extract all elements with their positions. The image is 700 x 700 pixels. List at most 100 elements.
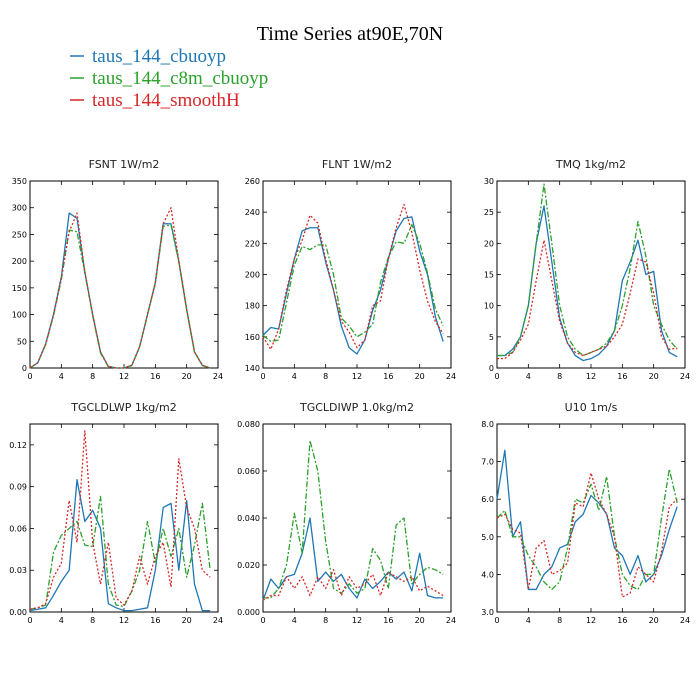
series-line-0 xyxy=(262,216,444,355)
y-tick-label: 5.0 xyxy=(481,533,494,542)
y-tick-label: 0.03 xyxy=(9,566,27,575)
x-tick-label: 20 xyxy=(182,616,192,625)
x-tick-label: 8 xyxy=(90,616,95,625)
panel-title: FSNT 1W/m2 xyxy=(89,158,160,171)
x-tick-label: 4 xyxy=(526,372,531,381)
x-tick-label: 24 xyxy=(446,372,456,381)
y-tick-label: 6.0 xyxy=(481,495,494,504)
legend-entry-2: taus_144_smoothH xyxy=(70,90,240,111)
x-tick-label: 24 xyxy=(213,616,223,625)
y-tick-label: 160 xyxy=(245,333,260,342)
x-tick-label: 20 xyxy=(649,372,659,381)
x-tick-label: 20 xyxy=(182,372,192,381)
y-tick-label: 25 xyxy=(484,208,494,217)
y-tick-label: 140 xyxy=(245,364,260,373)
panel-title: U10 1m/s xyxy=(565,401,618,414)
x-tick-label: 24 xyxy=(213,372,223,381)
x-tick-label: 20 xyxy=(649,616,659,625)
y-tick-label: 0.06 xyxy=(9,524,27,533)
chart-panel-3: TGCLDLWP 1kg/m2 0.00 0.03 0.06 0.09 0.12 0 4 8 12… xyxy=(9,401,223,625)
series-line-2 xyxy=(497,239,678,360)
y-tick-label: 0.00 xyxy=(9,608,27,617)
y-tick-label: 20 xyxy=(484,239,494,248)
x-tick-label: 20 xyxy=(415,372,425,381)
chart-panel-1: FLNT 1W/m2 140 160 180 200 220 240 260 0 4 8 12 16 20… xyxy=(245,158,456,381)
panel-title: FLNT 1W/m2 xyxy=(322,158,392,171)
x-tick-label: 4 xyxy=(292,616,297,625)
panel-title: TGCLDIWP 1.0kg/m2 xyxy=(299,401,414,414)
x-tick-label: 8 xyxy=(323,616,328,625)
x-tick-label: 4 xyxy=(526,616,531,625)
x-tick-label: 8 xyxy=(90,372,95,381)
x-tick-label: 8 xyxy=(557,372,562,381)
x-tick-label: 12 xyxy=(119,616,129,625)
y-tick-label: 0.060 xyxy=(237,467,260,476)
y-tick-label: 0 xyxy=(22,364,27,373)
y-tick-label: 250 xyxy=(12,230,27,239)
x-tick-label: 12 xyxy=(119,372,129,381)
y-tick-label: 180 xyxy=(245,302,260,311)
series-line-2 xyxy=(29,207,211,369)
y-tick-label: 8.0 xyxy=(481,420,494,429)
series-line-2 xyxy=(262,569,444,601)
x-tick-label: 16 xyxy=(150,372,160,381)
chart-panel-0: FSNT 1W/m2 0 50 100 150 200 250 300 350 0 4 8 12 16 20… xyxy=(12,158,223,381)
chart-panel-2: TMQ 1kg/m2 0 5 10 15 20 25 30 0 4 8 12 16 20 24 xyxy=(484,158,690,381)
x-tick-label: 16 xyxy=(617,616,627,625)
legend-label-0: taus_144_cbuoyp xyxy=(92,46,226,67)
x-tick-label: 20 xyxy=(415,616,425,625)
series-line-1 xyxy=(29,495,211,610)
y-tick-label: 7.0 xyxy=(481,458,494,467)
x-tick-label: 0 xyxy=(27,616,32,625)
x-tick-label: 8 xyxy=(323,372,328,381)
figure-title: Time Series at90E,70N xyxy=(257,23,443,45)
x-tick-label: 24 xyxy=(680,372,690,381)
y-tick-label: 200 xyxy=(245,271,260,280)
series-line-0 xyxy=(29,479,211,612)
x-tick-label: 4 xyxy=(59,616,64,625)
x-tick-label: 16 xyxy=(383,372,393,381)
x-tick-label: 0 xyxy=(494,372,499,381)
y-tick-label: 0.09 xyxy=(9,483,27,492)
y-tick-label: 50 xyxy=(17,337,27,346)
legend-label-2: taus_144_smoothH xyxy=(92,90,240,111)
y-tick-label: 0.12 xyxy=(9,441,27,450)
x-tick-label: 0 xyxy=(494,616,499,625)
y-tick-label: 3.0 xyxy=(481,608,494,617)
y-tick-label: 5 xyxy=(489,333,494,342)
plot-frame xyxy=(29,423,219,613)
legend: taus_144_cbuoyp taus_144_c8m_cbuoyp taus… xyxy=(70,46,268,111)
y-tick-label: 0 xyxy=(489,364,494,373)
chart-panel-4: TGCLDIWP 1.0kg/m2 0.000 0.020 0.040 0.060 0.0… xyxy=(237,401,456,625)
x-tick-label: 12 xyxy=(352,616,362,625)
plot-frame xyxy=(29,180,219,369)
legend-label-1: taus_144_c8m_cbuoyp xyxy=(92,68,268,89)
panel-title: TMQ 1kg/m2 xyxy=(555,158,626,171)
y-tick-label: 0.080 xyxy=(237,420,260,429)
y-tick-label: 300 xyxy=(12,204,27,213)
y-tick-label: 30 xyxy=(484,177,494,186)
series-line-0 xyxy=(262,517,444,601)
x-tick-label: 0 xyxy=(260,372,265,381)
panel-title: TGCLDLWP 1kg/m2 xyxy=(70,401,176,414)
plot-frame xyxy=(496,423,686,613)
x-tick-label: 12 xyxy=(586,372,596,381)
x-tick-label: 8 xyxy=(557,616,562,625)
x-tick-label: 16 xyxy=(617,372,627,381)
series-line-1 xyxy=(497,183,678,357)
x-tick-label: 0 xyxy=(27,372,32,381)
x-tick-label: 12 xyxy=(352,372,362,381)
legend-entry-0: taus_144_cbuoyp xyxy=(70,46,226,67)
y-tick-label: 0.000 xyxy=(237,608,260,617)
x-tick-label: 16 xyxy=(383,616,393,625)
series-line-1 xyxy=(263,439,444,599)
series-line-1 xyxy=(262,223,444,343)
x-tick-label: 24 xyxy=(680,616,690,625)
x-tick-label: 4 xyxy=(59,372,64,381)
y-tick-label: 0.020 xyxy=(237,561,260,570)
y-tick-label: 4.0 xyxy=(481,570,494,579)
y-tick-label: 10 xyxy=(484,302,494,311)
chart-panel-5: U10 1m/s 3.0 4.0 5.0 6.0 7.0 8.0 0 4 8 12 16 20 24 xyxy=(481,401,690,625)
